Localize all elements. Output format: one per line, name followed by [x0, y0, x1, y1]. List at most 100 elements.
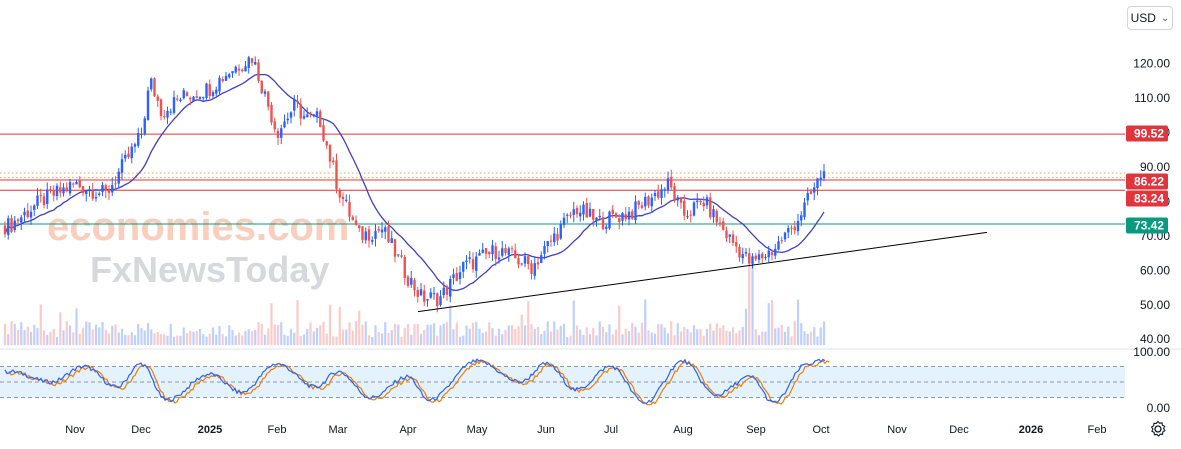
time-tick-label: Nov: [887, 424, 907, 436]
candle-body: [224, 75, 228, 81]
candle-body: [647, 196, 650, 206]
level-badge-label: 73.42: [1134, 219, 1164, 233]
volume-bar: [419, 333, 423, 345]
time-tick-label: Nov: [65, 424, 85, 436]
candle-body: [159, 99, 163, 117]
volume-bar: [91, 329, 94, 345]
volume-bar: [566, 336, 569, 345]
volume-bar: [247, 329, 250, 345]
level-badges: 99.52 86.22 83.24 73.42: [1126, 125, 1168, 234]
volume-bar: [52, 329, 55, 345]
volume-bar: [657, 323, 660, 345]
volume-bar: [692, 325, 696, 345]
candle-body: [263, 91, 267, 94]
volume-bar: [429, 324, 432, 345]
candle-body: [790, 227, 793, 229]
volume-bar: [605, 332, 608, 345]
candle-body: [566, 214, 569, 216]
candle-body: [322, 125, 325, 141]
volume-bar: [696, 329, 699, 345]
volume-bar: [465, 325, 468, 345]
volume-bar: [738, 330, 741, 345]
volume-bar: [462, 335, 465, 345]
candle-body: [280, 128, 283, 138]
time-tick-label: Apr: [399, 424, 416, 436]
volume-bar: [510, 325, 514, 345]
volume-bar: [169, 324, 172, 345]
candle-body: [783, 232, 787, 240]
candle-body: [247, 57, 250, 68]
candle-body: [75, 181, 78, 185]
stochastic-band-layer: [0, 348, 1181, 399]
candle-body: [319, 111, 322, 127]
candle-body: [468, 257, 471, 259]
volume-bar: [338, 307, 341, 345]
volume-bar: [725, 330, 728, 345]
candle-body: [215, 89, 218, 94]
volume-bar: [715, 323, 718, 345]
candle-body: [725, 230, 728, 239]
candle-body: [432, 293, 436, 295]
candle-body: [679, 198, 683, 203]
candle-body: [377, 229, 380, 231]
time-tick-label: Dec: [131, 424, 151, 436]
candle-body: [367, 229, 371, 241]
candle-body: [410, 278, 413, 285]
volume-bar: [741, 326, 744, 345]
volume-bar: [182, 327, 185, 345]
trendline-layer[interactable]: [417, 231, 988, 313]
candle-body: [696, 200, 699, 202]
candle-body: [46, 189, 49, 205]
time-tick-label: Feb: [1088, 424, 1107, 436]
candle-body: [296, 100, 299, 103]
currency-selector[interactable]: USD ⌄: [1127, 6, 1173, 30]
volume-bar: [293, 332, 296, 345]
volume-bar: [146, 323, 150, 345]
volume-bar: [166, 335, 169, 345]
candle-body: [374, 230, 377, 239]
volume-bar: [618, 305, 621, 345]
volume-bar: [283, 334, 286, 345]
volume-bar: [306, 329, 309, 345]
volume-bar: [364, 321, 367, 345]
volume-bar: [653, 333, 657, 345]
candle-body: [302, 116, 306, 119]
candle-body: [436, 293, 439, 307]
volume-bar: [540, 334, 543, 345]
price-axis[interactable]: 120.00110.00100.0090.0080.0070.0060.0050…: [1133, 57, 1170, 415]
volume-bar: [211, 327, 215, 345]
time-tick-label: Aug: [673, 424, 693, 436]
candle-body: [62, 187, 65, 194]
candle-body: [715, 210, 718, 223]
candle-body: [777, 241, 780, 250]
candle-body: [55, 185, 59, 197]
volume-bar: [634, 326, 637, 345]
volume-bar: [709, 323, 712, 345]
candle-body: [351, 216, 354, 221]
volume-bar: [796, 299, 800, 345]
candle-body: [104, 185, 107, 191]
volume-bar: [517, 326, 520, 345]
candle-body: [751, 256, 754, 264]
candle-body: [26, 210, 29, 218]
candle-body: [569, 214, 572, 216]
gear-icon[interactable]: [1149, 420, 1167, 438]
ascending-trendline[interactable]: [417, 231, 988, 313]
time-tick-label: May: [467, 424, 488, 436]
volume-bar: [39, 304, 42, 345]
candle-body: [127, 153, 130, 158]
time-axis[interactable]: Nov Dec 2025 Feb Mar Apr May Jun Jul Aug Sep Oct Nov…: [65, 424, 1106, 436]
volume-bar: [455, 322, 458, 345]
candle-body: [484, 248, 488, 254]
volume-bar: [718, 328, 722, 345]
oscillator-tick-label: 100.00: [1133, 345, 1170, 359]
volume-bar: [423, 329, 426, 345]
candle-body: [787, 228, 790, 233]
candle-body: [546, 241, 549, 246]
volume-bar: [228, 325, 231, 345]
volume-bar: [686, 329, 689, 345]
volume-bar: [358, 310, 361, 345]
volume-bar: [127, 335, 130, 345]
candle-body: [39, 194, 42, 196]
